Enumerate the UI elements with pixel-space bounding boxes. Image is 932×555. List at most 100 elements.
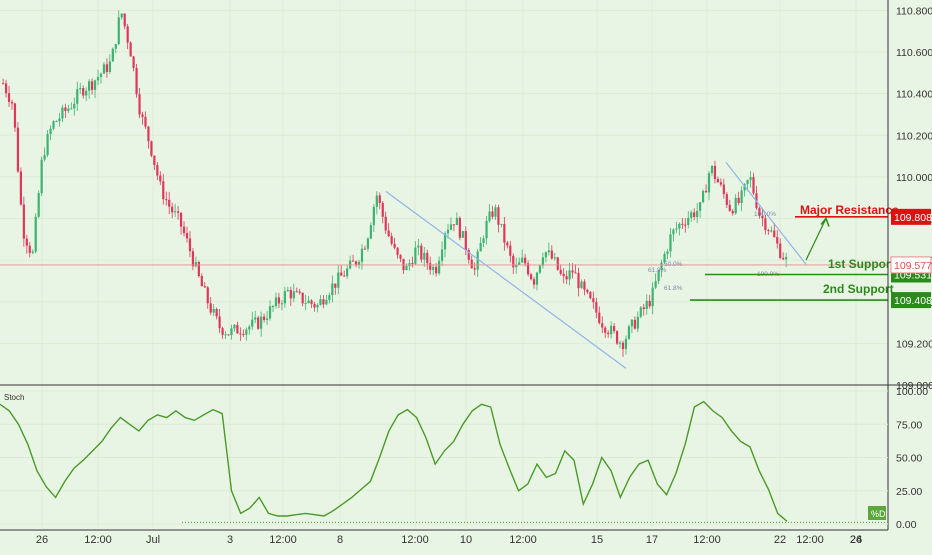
osc-legend-label: %D	[871, 509, 886, 519]
osc-y-tick-label: 100.00	[896, 386, 928, 398]
candle-body	[648, 300, 651, 307]
candle-body	[598, 312, 601, 324]
candle-body	[248, 326, 251, 330]
x-tick-label: 8	[337, 534, 343, 546]
level-label: 1st Support	[828, 257, 895, 271]
candle-body	[473, 268, 476, 270]
candle-body	[785, 256, 788, 260]
candle-body	[203, 286, 206, 288]
fib-label: 100.0%	[754, 211, 776, 218]
candle-body	[150, 141, 153, 156]
candle-body	[280, 303, 284, 305]
candle-body	[209, 303, 212, 313]
candle-body	[343, 275, 346, 277]
x-tick-label: 22	[774, 534, 786, 546]
candle-body	[351, 260, 355, 262]
candle-body	[761, 215, 764, 219]
candle-body	[49, 128, 52, 134]
candle-body	[666, 251, 669, 254]
candle-body	[194, 262, 197, 267]
candle-body	[701, 190, 705, 203]
candle-body	[764, 218, 767, 231]
candle-body	[79, 88, 82, 90]
candle-body	[117, 17, 120, 44]
candle-body	[144, 116, 147, 127]
candle-body	[782, 258, 785, 260]
candle-body	[574, 272, 577, 274]
level-label: 2nd Support	[823, 282, 894, 296]
candle-body	[494, 207, 497, 217]
candle-body	[363, 248, 367, 250]
candle-body	[55, 121, 58, 123]
candle-body	[627, 326, 631, 339]
candle-body	[455, 217, 459, 226]
x-tick-label: 15	[591, 534, 603, 546]
candle-body	[435, 266, 438, 274]
candle-body	[746, 180, 749, 185]
candle-body	[58, 118, 61, 122]
x-tick-label: 10	[460, 534, 472, 546]
candle-body	[624, 338, 628, 350]
candle-body	[645, 300, 648, 309]
osc-y-tick-label: 0.00	[896, 519, 917, 531]
candle-body	[719, 182, 722, 185]
candle-body	[669, 234, 672, 252]
candle-body	[429, 263, 432, 270]
candle-body	[426, 252, 429, 264]
candle-body	[565, 276, 568, 280]
candle-body	[660, 262, 663, 271]
candle-body	[354, 261, 358, 265]
x-tick-label: 12:00	[693, 534, 721, 546]
y-tick-label: 109.000	[896, 380, 932, 392]
candle-body	[245, 329, 248, 335]
candle-body	[518, 262, 521, 265]
candle-body	[440, 249, 444, 261]
candle-body	[76, 89, 79, 104]
candle-body	[286, 289, 289, 292]
candle-body	[263, 316, 266, 320]
y-tick-label: 110.200	[896, 130, 932, 142]
candle-body	[491, 211, 494, 217]
candle-body	[292, 291, 295, 299]
trend-annotation-line	[385, 190, 627, 369]
candle-body	[4, 83, 8, 94]
candle-body	[420, 245, 423, 260]
candle-body	[654, 281, 657, 288]
candle-body	[171, 206, 174, 213]
candle-body	[185, 233, 189, 239]
candle-body	[31, 251, 34, 253]
candle-body	[737, 197, 740, 204]
candle-body	[283, 291, 286, 304]
candle-body	[580, 281, 583, 289]
candle-body	[767, 230, 770, 232]
candle-body	[102, 64, 106, 74]
candle-body	[529, 274, 533, 280]
candle-body	[257, 317, 260, 329]
candle-body	[43, 155, 46, 160]
candle-body	[2, 83, 5, 85]
x-tick-label: 3	[227, 534, 233, 546]
candle-body	[331, 283, 334, 296]
candle-body	[752, 177, 755, 194]
y-tick-label: 110.600	[896, 47, 932, 59]
candle-body	[607, 332, 610, 335]
candle-body	[610, 325, 613, 335]
candle-body	[46, 133, 49, 156]
candle-body	[162, 181, 165, 200]
candle-body	[307, 300, 310, 304]
candle-body	[773, 230, 776, 238]
candle-body	[497, 207, 500, 225]
candle-body	[687, 217, 690, 225]
candle-body	[541, 257, 545, 266]
candle-body	[443, 233, 447, 250]
x-tick-label: 12:00	[84, 534, 112, 546]
candle-body	[550, 250, 553, 259]
candle-body	[230, 328, 233, 336]
candle-body	[393, 243, 396, 248]
candle-body	[506, 242, 509, 246]
candle-body	[500, 223, 503, 225]
candle-body	[141, 114, 144, 117]
candle-body	[675, 228, 678, 230]
candle-body	[70, 108, 73, 110]
